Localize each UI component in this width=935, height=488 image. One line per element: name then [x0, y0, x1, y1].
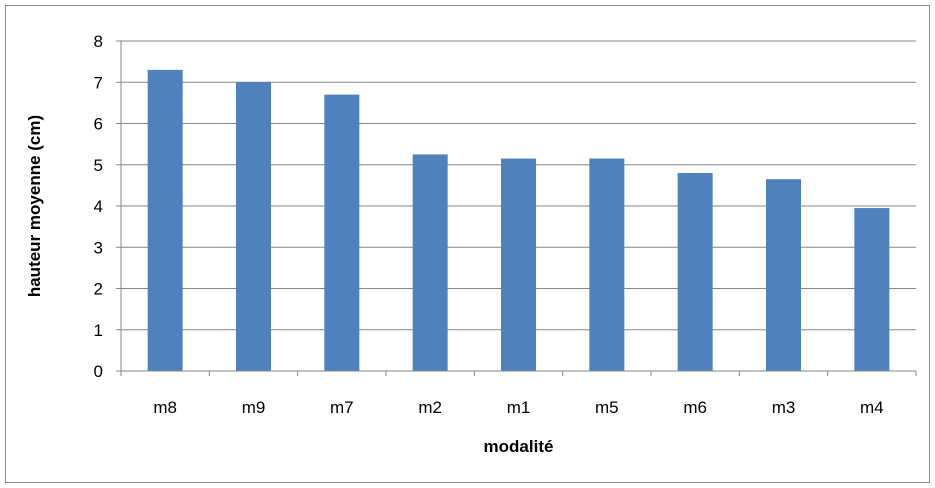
- bar-m1: [501, 158, 536, 371]
- x-tick-label: m6: [683, 398, 707, 417]
- x-tick-labels: m8 m9 m7 m2 m1 m5 m6 m3 m4: [153, 398, 883, 417]
- y-tick-label: 6: [94, 115, 103, 134]
- bar-m5: [589, 158, 625, 371]
- bar-m9: [236, 82, 271, 371]
- y-axis-title: hauteur moyenne (cm): [25, 115, 44, 297]
- x-tick-label: m5: [595, 398, 619, 417]
- axes: [116, 40, 917, 376]
- y-tick-label: 0: [94, 362, 103, 381]
- x-tick-label: m1: [507, 398, 531, 417]
- bar-m6: [677, 173, 713, 371]
- y-tick-label: 1: [94, 321, 103, 340]
- y-tick-label: 2: [94, 280, 103, 299]
- bars: [147, 69, 890, 371]
- x-tick-label: m3: [772, 398, 796, 417]
- x-axis-title: modalité: [484, 437, 554, 456]
- x-tick-label: m2: [418, 398, 442, 417]
- bar-m7: [324, 94, 360, 371]
- y-tick-label: 7: [94, 73, 103, 92]
- bar-m3: [766, 179, 801, 371]
- y-tick-label: 4: [94, 197, 103, 216]
- x-tick-label: m8: [153, 398, 177, 417]
- bar-m2: [412, 154, 448, 371]
- bar-m8: [147, 69, 183, 371]
- bar-m4: [854, 208, 890, 371]
- y-tick-label: 8: [94, 32, 103, 51]
- x-tick-label: m4: [860, 398, 884, 417]
- x-tick-label: m7: [330, 398, 354, 417]
- x-tick-label: m9: [242, 398, 266, 417]
- y-tick-label: 5: [94, 156, 103, 175]
- y-tick-labels: 0 1 2 3 4 5 6 7 8: [94, 32, 103, 381]
- y-tick-label: 3: [94, 238, 103, 257]
